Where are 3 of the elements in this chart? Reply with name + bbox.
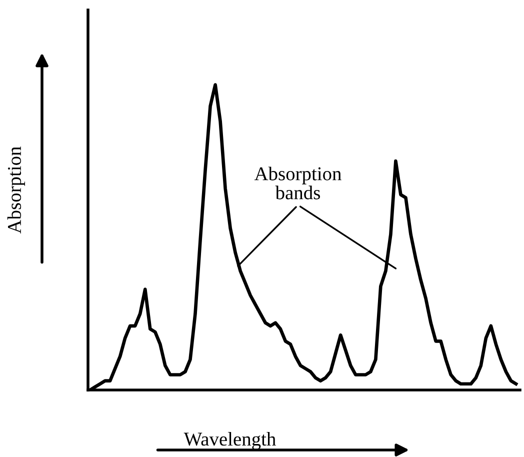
y-axis-title: Absorption <box>7 146 25 234</box>
annotation: Absorption bands <box>254 166 342 200</box>
x-axis-title: Wavelength <box>184 432 276 450</box>
